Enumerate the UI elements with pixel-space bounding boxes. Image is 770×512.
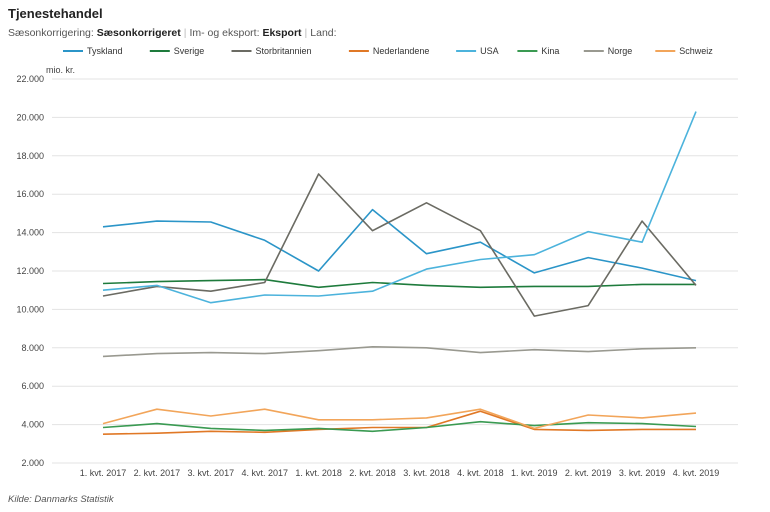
legend-label-tyskland: Tyskland <box>87 46 123 56</box>
series-line-usa <box>102 111 697 304</box>
x-tick-label: 2. kvt. 2018 <box>349 468 396 478</box>
filter-value-seasonal[interactable]: Sæsonkorrigeret <box>96 27 181 39</box>
chart-title: Tjenestehandel <box>8 6 103 21</box>
y-tick-label: 18.000 <box>16 151 44 161</box>
x-tick-label: 4. kvt. 2019 <box>673 468 720 478</box>
legend-label-nederlandene: Nederlandene <box>373 46 430 56</box>
series-line-nederlandene <box>102 410 696 435</box>
y-tick-label: 12.000 <box>16 266 44 276</box>
x-tick-label: 1. kvt. 2019 <box>511 468 558 478</box>
y-tick-label: 22.000 <box>16 74 44 84</box>
series-line-kina <box>102 420 697 433</box>
x-tick-label: 3. kvt. 2019 <box>619 468 666 478</box>
legend-label-usa: USA <box>480 46 499 56</box>
series-line-norge <box>102 345 697 358</box>
x-tick-label: 2. kvt. 2019 <box>565 468 612 478</box>
legend-label-storbritannien: Storbritannien <box>256 46 312 56</box>
y-tick-label: 4.000 <box>21 420 44 430</box>
legend-label-kina: Kina <box>541 46 559 56</box>
x-tick-label: 3. kvt. 2017 <box>188 468 235 478</box>
y-unit-label: mio. kr. <box>46 65 75 75</box>
x-tick-label: 1. kvt. 2018 <box>295 468 342 478</box>
filter-label-country: Land: <box>310 27 337 39</box>
y-tick-label: 2.000 <box>21 458 44 468</box>
series-line-schweiz <box>102 408 697 430</box>
legend-label-sverige: Sverige <box>174 46 205 56</box>
filter-label-direction: Im- og eksport: <box>189 27 260 39</box>
source-note: Kilde: Danmarks Statistik <box>8 494 114 505</box>
x-tick-label: 3. kvt. 2018 <box>403 468 450 478</box>
series-line-sverige <box>102 278 696 289</box>
x-tick-label: 4. kvt. 2018 <box>457 468 504 478</box>
x-tick-label: 2. kvt. 2017 <box>134 468 181 478</box>
legend-label-schweiz: Schweiz <box>679 46 713 56</box>
y-tick-label: 6.000 <box>21 381 44 391</box>
x-tick-label: 1. kvt. 2017 <box>80 468 127 478</box>
y-tick-label: 8.000 <box>21 343 44 353</box>
y-tick-label: 14.000 <box>16 228 44 238</box>
filter-value-direction[interactable]: Eksport <box>262 27 302 39</box>
filter-bar: Sæsonkorrigering: Sæsonkorrigeret | Im- og… <box>8 27 337 39</box>
filter-label-seasonal: Sæsonkorrigering: <box>8 27 94 39</box>
y-tick-label: 10.000 <box>16 304 44 314</box>
series-line-storbritannien <box>102 173 697 317</box>
y-tick-label: 16.000 <box>16 189 44 199</box>
legend-label-norge: Norge <box>608 46 633 56</box>
x-tick-label: 4. kvt. 2017 <box>241 468 288 478</box>
series-line-tyskland <box>102 208 697 282</box>
y-tick-label: 20.000 <box>16 112 44 122</box>
